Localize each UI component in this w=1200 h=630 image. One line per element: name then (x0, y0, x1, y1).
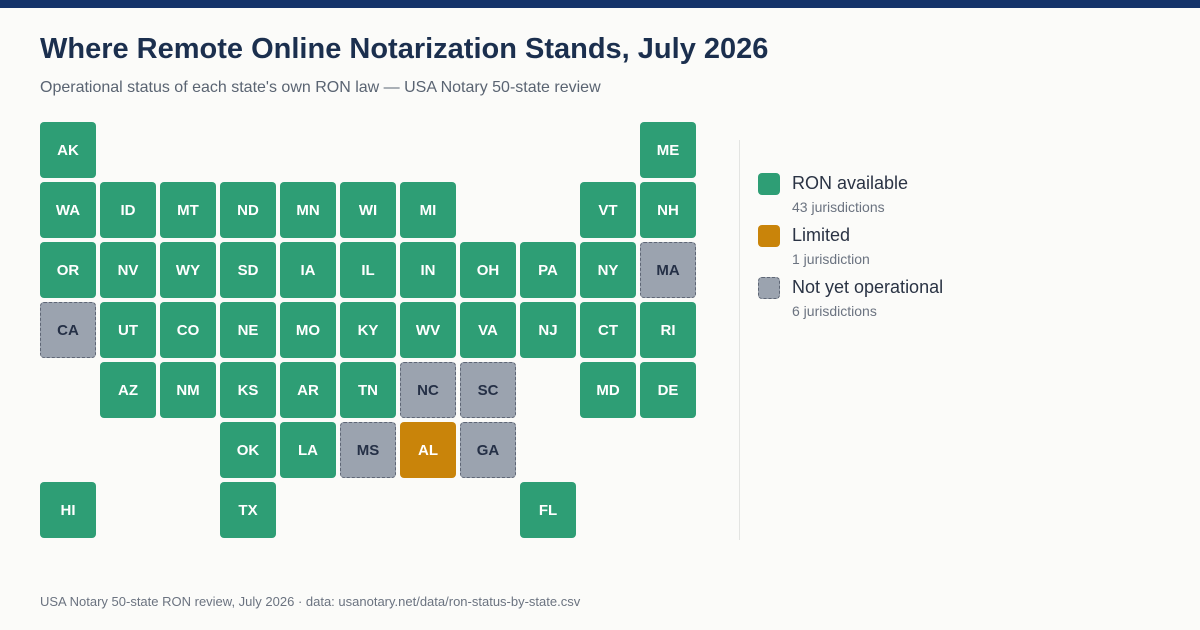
state-tile-md: MD (580, 362, 636, 418)
legend-swatch-available (758, 173, 780, 195)
legend-swatch-not-yet (758, 277, 780, 299)
state-tile-me: ME (640, 122, 696, 178)
state-tile-wy: WY (160, 242, 216, 298)
state-tile-ct: CT (580, 302, 636, 358)
state-tile-mi: MI (400, 182, 456, 238)
state-tile-nv: NV (100, 242, 156, 298)
state-tile-ga: GA (460, 422, 516, 478)
state-tile-ne: NE (220, 302, 276, 358)
state-tile-la: LA (280, 422, 336, 478)
state-tile-vt: VT (580, 182, 636, 238)
state-tile-mo: MO (280, 302, 336, 358)
state-tile-az: AZ (100, 362, 156, 418)
state-tile-ms: MS (340, 422, 396, 478)
state-tile-wi: WI (340, 182, 396, 238)
state-tile-co: CO (160, 302, 216, 358)
page-title: Where Remote Online Notarization Stands,… (40, 33, 769, 65)
state-tile-ky: KY (340, 302, 396, 358)
state-tile-de: DE (640, 362, 696, 418)
legend-divider (739, 140, 740, 540)
state-tile-il: IL (340, 242, 396, 298)
state-tile-or: OR (40, 242, 96, 298)
state-tile-nh: NH (640, 182, 696, 238)
state-tile-tx: TX (220, 482, 276, 538)
legend-count: 1 jurisdiction (792, 251, 870, 267)
state-tile-sd: SD (220, 242, 276, 298)
state-tile-ri: RI (640, 302, 696, 358)
legend-count: 6 jurisdictions (792, 303, 877, 319)
state-tile-ia: IA (280, 242, 336, 298)
state-tile-ut: UT (100, 302, 156, 358)
page-subtitle: Operational status of each state's own R… (40, 79, 601, 96)
state-tile-ar: AR (280, 362, 336, 418)
state-tile-nd: ND (220, 182, 276, 238)
legend-label: Not yet operational (792, 277, 944, 297)
legend-label: RON available (792, 173, 909, 193)
state-tile-al: AL (400, 422, 456, 478)
state-tile-ks: KS (220, 362, 276, 418)
state-tile-ny: NY (580, 242, 636, 298)
state-tile-oh: OH (460, 242, 516, 298)
state-tile-nm: NM (160, 362, 216, 418)
legend-count: 43 jurisdictions (792, 199, 885, 215)
state-tile-nc: NC (400, 362, 456, 418)
state-tile-ma: MA (640, 242, 696, 298)
state-tile-mn: MN (280, 182, 336, 238)
state-tile-tn: TN (340, 362, 396, 418)
state-tile-ok: OK (220, 422, 276, 478)
state-tile-in: IN (400, 242, 456, 298)
state-tile-fl: FL (520, 482, 576, 538)
state-tile-sc: SC (460, 362, 516, 418)
legend-label: Limited (792, 225, 851, 245)
legend-swatch-limited (758, 225, 780, 247)
state-tile-pa: PA (520, 242, 576, 298)
source-footer: USA Notary 50-state RON review, July 202… (40, 594, 581, 609)
state-tile-nj: NJ (520, 302, 576, 358)
state-tile-ak: AK (40, 122, 96, 178)
state-tile-ca: CA (40, 302, 96, 358)
top-accent-bar (0, 0, 1200, 8)
state-tile-mt: MT (160, 182, 216, 238)
state-tile-id: ID (100, 182, 156, 238)
state-tile-hi: HI (40, 482, 96, 538)
state-tile-va: VA (460, 302, 516, 358)
state-tile-wv: WV (400, 302, 456, 358)
state-tile-wa: WA (40, 182, 96, 238)
